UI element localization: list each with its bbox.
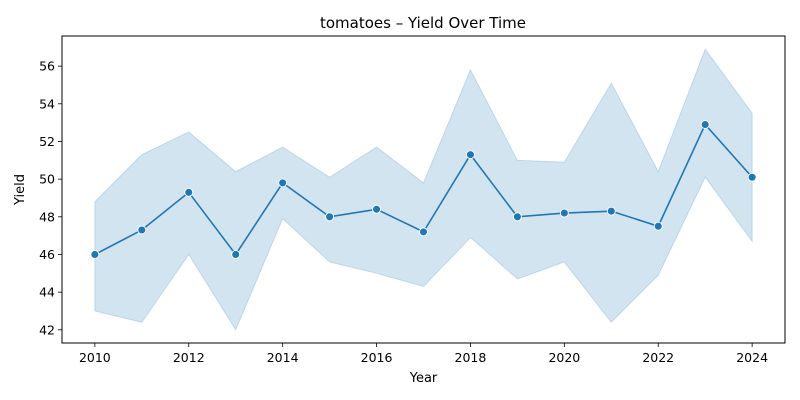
data-point <box>325 212 335 222</box>
data-point <box>512 212 522 222</box>
data-point <box>278 178 288 188</box>
data-point <box>700 120 710 129</box>
data-point <box>465 150 475 160</box>
x-axis-title: Year <box>409 371 438 386</box>
x-axis: 2010 2012 2014 2016 2018 2020 2022 2024 <box>79 343 768 365</box>
data-point <box>90 250 100 259</box>
y-axis-title: Yield <box>13 174 28 206</box>
y-tick-label: 48 <box>39 209 55 224</box>
data-point <box>184 187 194 197</box>
x-tick-label: 2012 <box>173 350 205 365</box>
y-tick-label: 50 <box>39 172 55 187</box>
y-tick-label: 44 <box>39 285 55 300</box>
y-tick-label: 46 <box>39 247 55 262</box>
data-point <box>372 204 382 214</box>
chart-title: tomatoes – Yield Over Time <box>320 14 526 32</box>
x-tick-label: 2014 <box>267 350 299 365</box>
y-tick-label: 56 <box>39 59 55 74</box>
data-point <box>419 227 428 237</box>
data-point <box>747 172 757 182</box>
data-point <box>137 225 147 235</box>
data-point <box>559 208 569 218</box>
plot-area <box>90 48 757 331</box>
data-point <box>606 206 616 216</box>
confidence-band <box>94 48 753 331</box>
x-tick-label: 2024 <box>736 350 768 365</box>
x-tick-label: 2020 <box>548 350 580 365</box>
y-axis: 42 44 46 48 50 52 54 56 <box>39 59 62 337</box>
x-tick-label: 2016 <box>361 350 393 365</box>
y-tick-label: 54 <box>39 96 55 111</box>
x-tick-label: 2022 <box>642 350 674 365</box>
y-tick-label: 52 <box>39 134 55 149</box>
plot-frame <box>61 35 786 344</box>
data-point <box>231 250 241 259</box>
x-tick-label: 2018 <box>455 350 487 365</box>
x-tick-label: 2010 <box>79 350 111 365</box>
y-tick-label: 42 <box>39 322 55 337</box>
data-point <box>653 221 663 231</box>
